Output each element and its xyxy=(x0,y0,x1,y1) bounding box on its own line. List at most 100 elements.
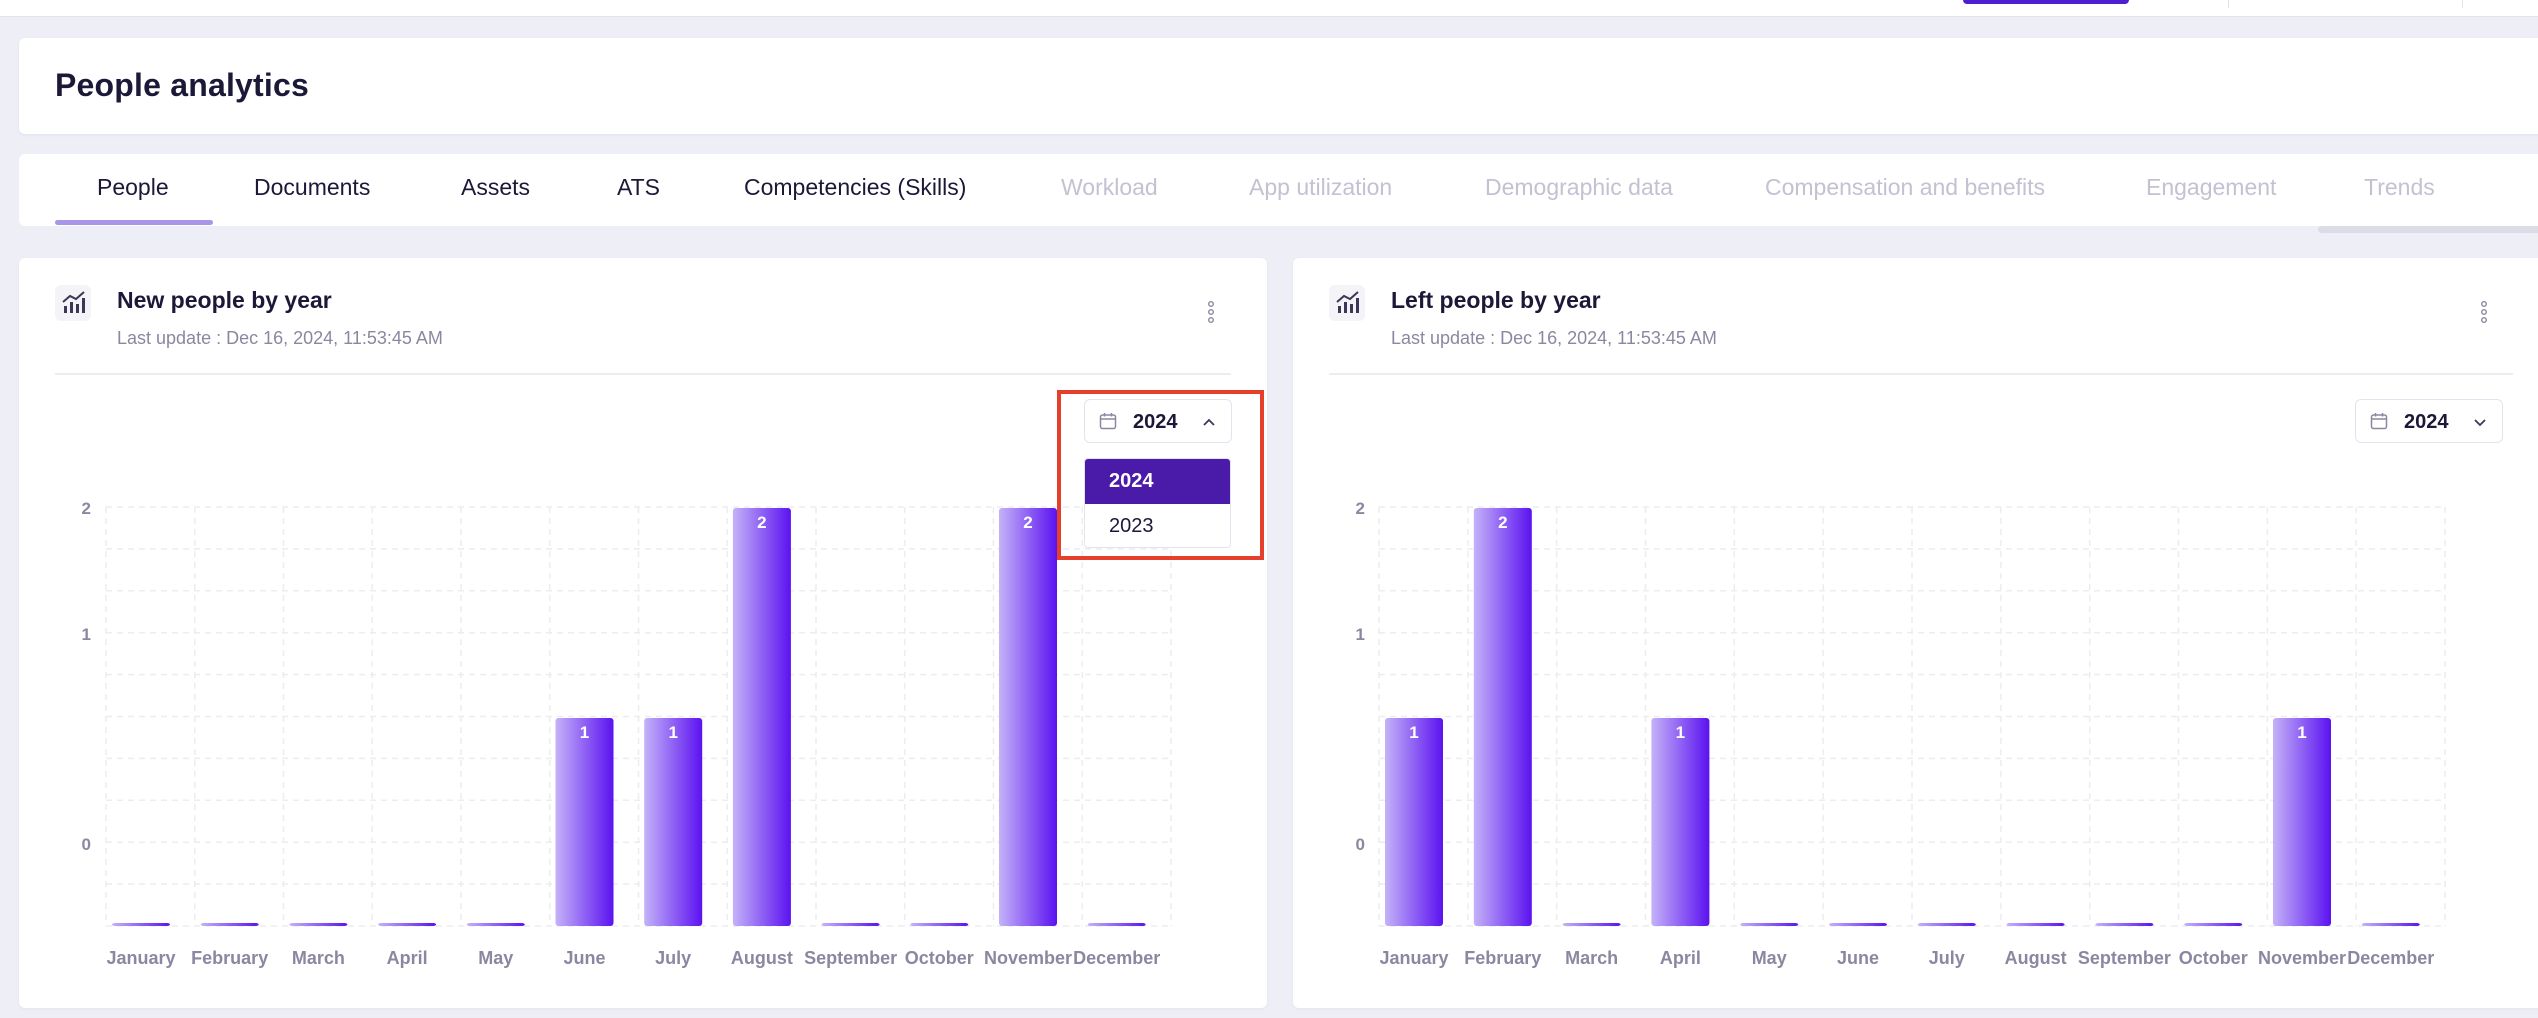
x-tick-label: December xyxy=(1073,948,1160,968)
chart-grid xyxy=(105,506,1172,927)
new-people-card: New people by year Last update : Dec 16,… xyxy=(19,258,1267,1008)
bar-november[interactable] xyxy=(2273,718,2331,926)
y-tick-label: 0 xyxy=(1356,835,1365,854)
tab-workload: Workload xyxy=(1061,174,1158,200)
bar-september[interactable] xyxy=(2095,923,2154,926)
x-tick-label: February xyxy=(1464,948,1541,968)
x-tick-label: June xyxy=(1837,948,1879,968)
tab-ats[interactable]: ATS xyxy=(617,174,661,200)
x-tick-label: April xyxy=(387,948,428,968)
bar-december[interactable] xyxy=(1087,923,1146,926)
x-tick-label: November xyxy=(984,948,1072,968)
card-divider xyxy=(1329,373,2513,375)
chevron-up-icon xyxy=(1201,414,1217,435)
kebab-menu-icon[interactable] xyxy=(1204,300,1218,326)
tab-assets[interactable]: Assets xyxy=(461,174,531,200)
last-update-text: Last update : Dec 16, 2024, 11:53:45 AM xyxy=(117,328,443,348)
year-dropdown-menu: 2024 2023 xyxy=(1084,458,1231,548)
y-tick-label: 1 xyxy=(82,625,91,644)
x-tick-label: May xyxy=(1752,948,1787,968)
chart-grid xyxy=(1378,506,2446,927)
tab-people[interactable]: People xyxy=(97,174,169,200)
bar-march[interactable] xyxy=(289,923,348,926)
page-header: People analytics xyxy=(19,38,2538,134)
page-title: People analytics xyxy=(55,67,309,103)
bar-july[interactable] xyxy=(1917,923,1976,926)
x-tick-label: May xyxy=(478,948,513,968)
year-select[interactable]: 2024 xyxy=(1084,399,1232,443)
bar-june[interactable] xyxy=(1829,923,1887,926)
tab-demographic-data: Demographic data xyxy=(1485,174,1673,200)
bar-data-label: 2 xyxy=(1023,513,1032,532)
bar-february[interactable] xyxy=(1473,508,1532,926)
bar-december[interactable] xyxy=(2361,923,2420,926)
left-people-card: Left people by year Last update : Dec 16… xyxy=(1293,258,2538,1008)
card-title: Left people by year xyxy=(1391,287,1601,313)
tabs-scrollbar[interactable] xyxy=(2318,226,2538,233)
bar-july[interactable] xyxy=(644,718,703,926)
bar-august[interactable] xyxy=(732,508,791,926)
year-option-2024[interactable]: 2024 xyxy=(1085,459,1230,504)
tab-engagement: Engagement xyxy=(2146,174,2277,200)
bar-april[interactable] xyxy=(378,923,437,926)
tab-compensation-and-benefits: Compensation and benefits xyxy=(1765,174,2046,200)
y-tick-label: 1 xyxy=(1356,625,1365,644)
tab-app-utilization: App utilization xyxy=(1249,174,1393,200)
x-tick-label: August xyxy=(731,948,793,968)
calendar-icon xyxy=(2370,412,2388,435)
nav-separator xyxy=(2462,0,2463,8)
bar-november[interactable] xyxy=(999,508,1057,926)
bar-october[interactable] xyxy=(910,923,969,926)
nav-separator xyxy=(2228,0,2229,8)
x-tick-label: February xyxy=(191,948,268,968)
bar-data-label: 1 xyxy=(2297,723,2306,742)
bar-data-label: 2 xyxy=(1498,513,1507,532)
bar-march[interactable] xyxy=(1562,923,1621,926)
x-tick-label: July xyxy=(655,948,691,968)
active-nav-indicator xyxy=(1963,0,2129,4)
x-tick-label: September xyxy=(2078,948,2171,968)
x-tick-label: April xyxy=(1660,948,1701,968)
x-tick-label: August xyxy=(2005,948,2067,968)
tab-competencies[interactable]: Competencies (Skills) xyxy=(744,174,967,200)
bar-october[interactable] xyxy=(2184,923,2243,926)
bar-january[interactable] xyxy=(112,923,170,926)
year-select-value: 2024 xyxy=(2404,411,2449,433)
x-tick-label: January xyxy=(1379,948,1448,968)
last-update-text: Last update : Dec 16, 2024, 11:53:45 AM xyxy=(1391,328,1717,348)
bar-data-label: 1 xyxy=(1409,723,1418,742)
bar-september[interactable] xyxy=(821,923,880,926)
top-app-bar xyxy=(0,0,2538,17)
bar-june[interactable] xyxy=(555,718,614,926)
card-title: New people by year xyxy=(117,287,332,313)
bar-may[interactable] xyxy=(1740,923,1799,926)
analytics-tabs: People Documents Assets ATS Competencies… xyxy=(19,154,2538,233)
x-tick-label: January xyxy=(106,948,175,968)
year-select[interactable]: 2024 xyxy=(2355,399,2503,443)
year-option-2023[interactable]: 2023 xyxy=(1109,515,1154,537)
chart-icon xyxy=(55,285,91,321)
y-tick-label: 2 xyxy=(82,499,91,518)
year-select-value: 2024 xyxy=(1133,411,1178,433)
y-tick-label: 0 xyxy=(82,835,91,854)
chevron-down-icon xyxy=(2472,414,2488,435)
kebab-menu-icon[interactable] xyxy=(2477,300,2491,326)
card-divider xyxy=(55,373,1231,375)
bar-data-label: 2 xyxy=(757,513,766,532)
new-people-bar-chart: 0 1 2 January February March April May 1 June 1 Jul… xyxy=(82,499,1172,968)
bar-data-label: 1 xyxy=(580,723,589,742)
calendar-icon xyxy=(1099,412,1117,435)
bar-february[interactable] xyxy=(200,923,259,926)
active-tab-indicator xyxy=(55,220,213,225)
x-tick-label: November xyxy=(2258,948,2346,968)
x-tick-label: September xyxy=(804,948,897,968)
bar-august[interactable] xyxy=(2006,923,2065,926)
bar-january[interactable] xyxy=(1385,718,1443,926)
bar-data-label: 1 xyxy=(1676,723,1685,742)
x-tick-label: December xyxy=(2347,948,2434,968)
left-people-bar-chart: 0 1 2 1 January 2 February March 1 April May June Ju… xyxy=(1356,499,2446,968)
bar-may[interactable] xyxy=(466,923,525,926)
tab-documents[interactable]: Documents xyxy=(254,174,371,200)
y-tick-label: 2 xyxy=(1356,499,1365,518)
bar-april[interactable] xyxy=(1651,718,1710,926)
